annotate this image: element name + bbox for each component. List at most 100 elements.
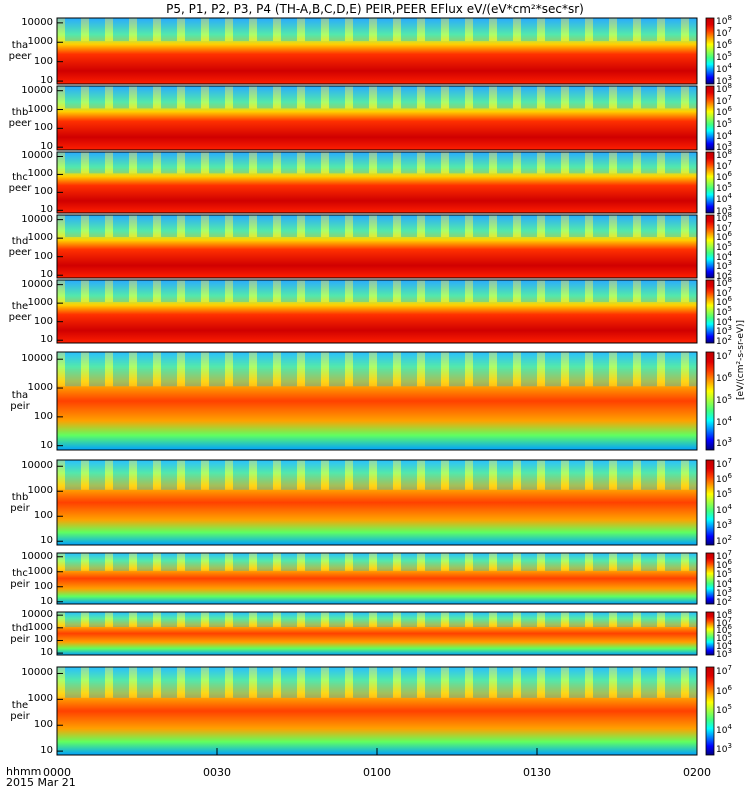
colorbar-tick-label: 105 <box>716 703 732 717</box>
spectrogram-texture-1 <box>57 18 698 42</box>
colorbar-3 <box>705 151 715 214</box>
spectrogram-texture-8 <box>57 553 698 571</box>
panel-label-probe: the <box>11 300 29 312</box>
colorbar-tick-label: 104 <box>716 639 732 653</box>
spectrogram-panel-3 <box>57 152 697 213</box>
colorbar-tick-label: 102 <box>716 334 732 348</box>
colorbar-7 <box>705 459 715 546</box>
y-tick-label: 10000 <box>21 667 53 679</box>
spectrogram-texture-6 <box>57 352 698 387</box>
colorbar-10 <box>705 666 715 756</box>
panel-label-probe: thb <box>11 491 29 503</box>
colorbar-tick-label: 102 <box>716 533 732 547</box>
colorbar-1 <box>705 17 715 85</box>
colorbar-tick-label: 104 <box>716 314 732 328</box>
panel-label-product: peir <box>10 578 30 590</box>
panel-label: thd peir <box>6 623 34 645</box>
colorbar-tick-label: 104 <box>716 502 732 516</box>
colorbar-4 <box>705 214 715 279</box>
panel-label: thc peir <box>6 568 34 590</box>
panel-label: thd peer <box>6 236 34 258</box>
panel-frame-5 <box>56 279 698 344</box>
panel-frame-1 <box>56 17 698 85</box>
x-axis-label-date: 2015 Mar 21 <box>6 776 76 789</box>
colorbar-tick-label: 106 <box>716 105 732 119</box>
chart-title: P5, P1, P2, P3, P4 (TH-A,B,C,D,E) PEIR,P… <box>166 2 584 16</box>
y-tick-label: 10000 <box>21 609 53 621</box>
y-tick-label: 10000 <box>21 550 53 562</box>
x-tick-label: 0100 <box>363 766 391 779</box>
y-tick-label: 10 <box>40 439 53 451</box>
spectrogram-panel-6 <box>57 352 697 450</box>
y-tick-label: 1000 <box>27 103 53 115</box>
panel-label-product: peir <box>10 502 30 514</box>
spectrogram-texture-9 <box>57 612 698 628</box>
y-tick-label: 10 <box>40 334 53 346</box>
colorbar-tick-label: 108 <box>716 275 732 289</box>
y-tick-label: 10000 <box>21 353 53 365</box>
panel-label-probe: thd <box>11 622 29 634</box>
panel-label-probe: thd <box>11 235 29 247</box>
colorbar-tick-label: 104 <box>716 192 732 206</box>
colorbar-5 <box>705 279 715 344</box>
colorbar-tick-label: 105 <box>716 117 732 131</box>
colorbar-tick-label: 108 <box>716 607 732 621</box>
colorbar-tick-label: 106 <box>716 623 732 637</box>
panel-label: tha peir <box>6 390 34 412</box>
panel-label-product: peir <box>10 711 30 722</box>
y-tick-label: 1000 <box>27 36 53 48</box>
colorbar-tick-label: 103 <box>716 74 732 88</box>
panel-frame-4 <box>56 214 698 279</box>
colorbar-tick-label: 102 <box>716 269 732 283</box>
colorbar-2 <box>705 85 715 151</box>
y-tick-label: 1000 <box>27 693 53 705</box>
colorbar-tick-label: 106 <box>716 38 732 52</box>
colorbar-title: [eV/(cm²-s-sr-eV)] <box>736 319 746 400</box>
colorbar-tick-label: 107 <box>716 548 732 562</box>
y-tick-label: 10000 <box>21 460 53 472</box>
panel-label-product: peer <box>8 51 32 62</box>
colorbar-tick-label: 104 <box>716 128 732 142</box>
panel-label: tha peer <box>6 40 34 62</box>
colorbar-tick-label: 103 <box>716 324 732 338</box>
colorbar-tick-label: 105 <box>716 50 732 64</box>
y-tick-label: 1000 <box>27 232 53 244</box>
x-tick-label: 0000 <box>43 766 71 779</box>
colorbar-tick-label: 103 <box>716 436 732 450</box>
colorbar-tick-label: 106 <box>716 472 732 485</box>
spectrogram-panel-4 <box>57 215 697 278</box>
y-tick-label: 1000 <box>27 168 53 180</box>
colorbar-tick-label: 108 <box>716 82 732 96</box>
colorbar-tick-label: 102 <box>716 595 732 609</box>
panel-label-product: peer <box>8 246 32 258</box>
colorbar-tick-label: 107 <box>716 285 732 299</box>
panel-label: the peir <box>6 700 34 722</box>
y-tick-label: 1000 <box>27 485 53 497</box>
panel-label-probe: the <box>11 700 29 711</box>
spectrogram-texture-10 <box>57 667 698 698</box>
colorbar-tick-label: 103 <box>716 646 732 660</box>
y-tick-label: 10 <box>40 647 53 659</box>
y-tick-label: 10 <box>40 745 53 757</box>
colorbar-tick-label: 104 <box>716 722 732 736</box>
spectrogram-panel-8 <box>57 553 697 604</box>
panel-label-probe: tha <box>11 390 29 401</box>
y-tick-label: 100 <box>33 510 53 522</box>
panel-frame-9 <box>56 611 698 656</box>
panel-frame-8 <box>56 552 698 605</box>
panel-label-probe: thb <box>11 107 29 118</box>
colorbar-tick-label: 106 <box>716 295 732 309</box>
colorbar-tick-label: 107 <box>716 615 732 629</box>
spectrogram-texture-4 <box>57 215 698 238</box>
y-tick-label: 10 <box>40 141 53 153</box>
y-tick-label: 10 <box>40 204 53 216</box>
panel-label-product: peer <box>8 182 32 194</box>
y-tick-label: 100 <box>33 580 53 592</box>
y-tick-label: 10000 <box>21 16 53 28</box>
spectrogram-panel-10 <box>57 667 697 755</box>
colorbar-tick-label: 105 <box>716 305 732 319</box>
y-tick-label: 100 <box>33 410 53 422</box>
panel-label-product: peer <box>8 311 32 323</box>
colorbar-tick-label: 104 <box>716 62 732 76</box>
